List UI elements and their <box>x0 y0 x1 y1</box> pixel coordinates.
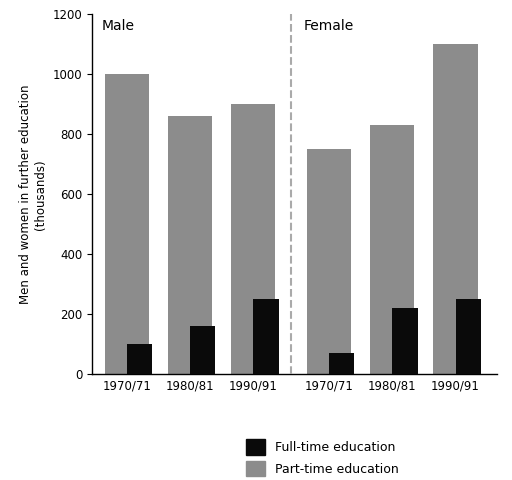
Y-axis label: Men and women in further education
(thousands): Men and women in further education (thou… <box>19 84 47 304</box>
Bar <box>231 104 275 374</box>
Bar <box>190 326 216 374</box>
Text: Male: Male <box>102 19 135 33</box>
Bar <box>329 353 354 374</box>
Bar <box>370 125 415 374</box>
Bar <box>434 44 478 374</box>
Bar <box>307 149 351 374</box>
Bar <box>392 308 418 374</box>
Legend: Full-time education, Part-time education: Full-time education, Part-time education <box>246 439 399 476</box>
Text: Female: Female <box>304 19 354 33</box>
Bar <box>456 300 481 374</box>
Bar <box>253 300 279 374</box>
Bar <box>105 74 149 374</box>
Bar <box>127 345 152 374</box>
Bar <box>168 116 212 374</box>
